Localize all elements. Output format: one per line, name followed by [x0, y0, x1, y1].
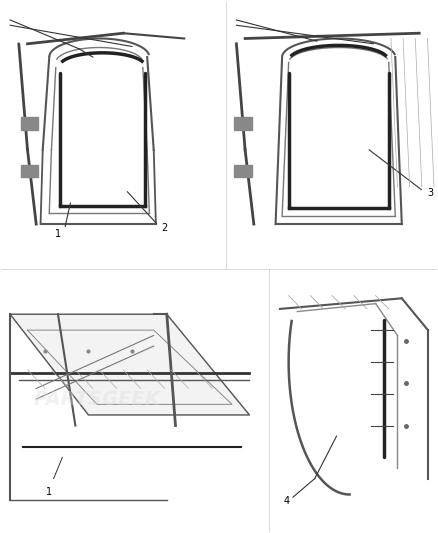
Text: 1: 1 — [46, 487, 52, 497]
Text: PARTSGEEK: PARTSGEEK — [34, 390, 161, 409]
Bar — [234, 165, 252, 177]
Text: 4: 4 — [283, 496, 290, 506]
Bar — [21, 117, 39, 130]
Polygon shape — [10, 314, 250, 415]
Bar — [21, 165, 39, 177]
Text: 3: 3 — [427, 188, 433, 198]
Text: 1: 1 — [55, 229, 61, 239]
Text: 2: 2 — [162, 223, 168, 233]
Bar — [234, 117, 252, 130]
